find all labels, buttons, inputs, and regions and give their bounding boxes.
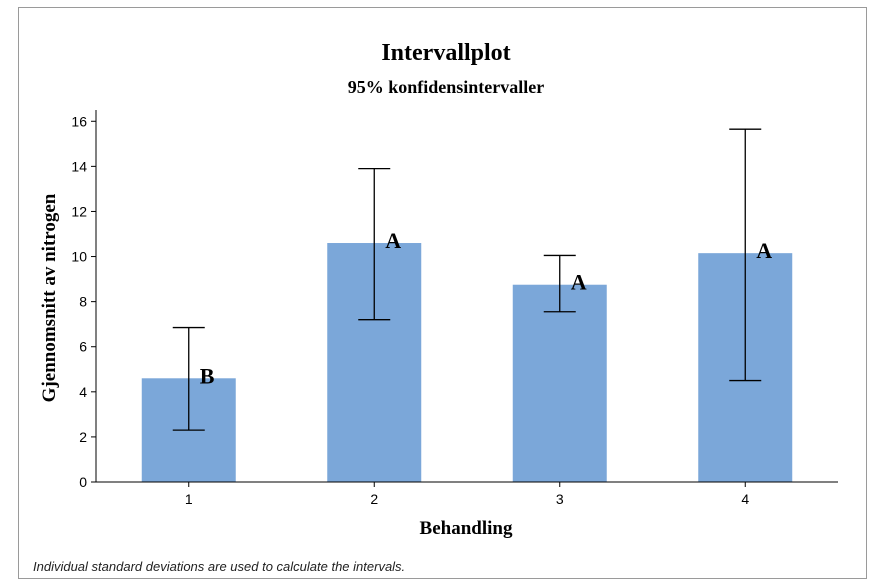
x-tick-label: 2 — [370, 491, 378, 507]
y-tick-label: 14 — [71, 158, 87, 174]
y-tick-label: 12 — [71, 203, 87, 219]
chart-subtitle: 95% konfidensintervaller — [348, 77, 545, 97]
bar — [512, 284, 607, 482]
y-tick-label: 2 — [79, 429, 87, 445]
y-tick-label: 4 — [79, 384, 87, 400]
x-axis-title: Behandling — [420, 518, 513, 539]
y-tick-label: 8 — [79, 294, 87, 310]
group-letter-label: A — [571, 270, 587, 295]
group-letter-label: A — [385, 228, 401, 253]
group-letter-label: A — [756, 238, 772, 263]
x-tick-label: 3 — [556, 491, 564, 507]
x-tick-label: 1 — [185, 491, 193, 507]
y-tick-label: 0 — [79, 474, 87, 490]
y-tick-label: 16 — [71, 113, 87, 129]
footnote: Individual standard deviations are used … — [33, 559, 406, 574]
y-tick-label: 6 — [79, 339, 87, 355]
y-tick-label: 10 — [71, 249, 87, 265]
x-tick-label: 4 — [741, 491, 749, 507]
group-letter-label: B — [200, 363, 215, 388]
chart-title: Intervallplot — [381, 40, 510, 66]
y-axis-title: Gjennomsnitt av nitrogen — [39, 193, 60, 402]
